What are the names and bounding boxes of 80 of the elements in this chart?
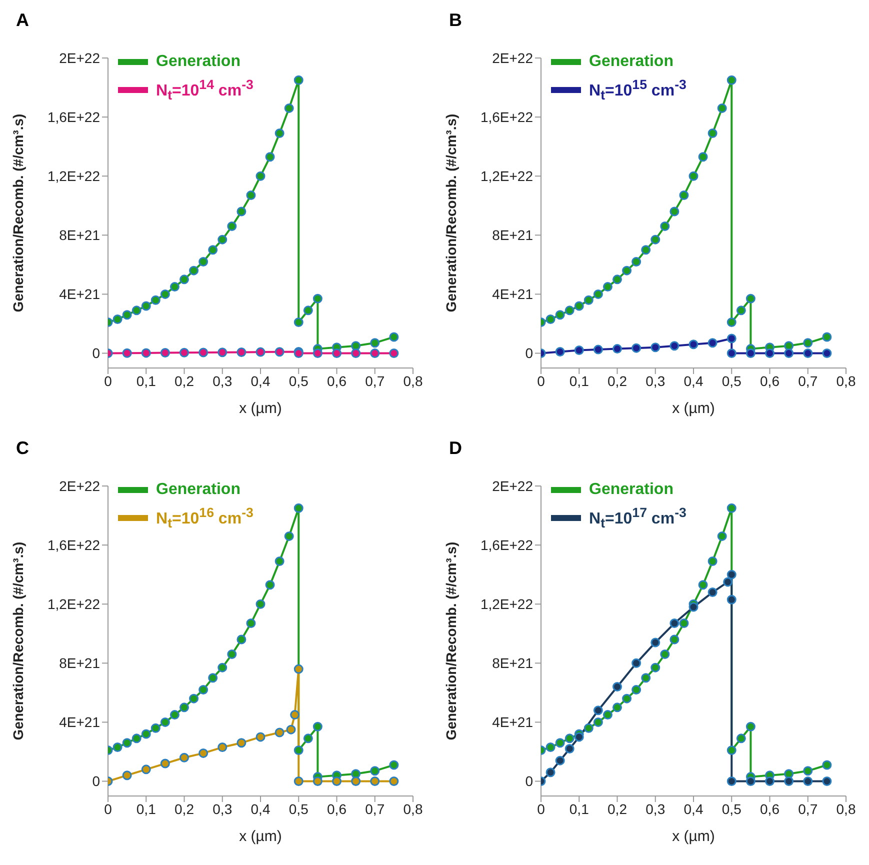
x-tick-label: 0,5	[722, 800, 742, 817]
y-tick-label: 4E+21	[59, 286, 100, 302]
x-tick-label: 0,5	[288, 372, 309, 389]
x-tick-label: 0,4	[684, 800, 704, 817]
x-tick-label: 0,1	[569, 372, 590, 389]
legend-label: Generation	[589, 53, 674, 71]
legend-label: N$_{t}$=10$^{15}$ cm$^{-3}$	[589, 77, 686, 103]
y-axis-title: Generation/Recomb. (#/cm³.s)	[442, 542, 459, 740]
y-tick-label: 4E+21	[492, 714, 534, 730]
x-tick-label: 0,8	[403, 372, 423, 389]
legend-label: N$_{t}$=10$^{17}$ cm$^{-3}$	[589, 505, 686, 531]
y-tick-label: 1,6E+22	[47, 109, 100, 126]
x-tick-label: 0,8	[836, 800, 856, 817]
x-tick-label: 0	[537, 372, 546, 389]
chart-title: D	[449, 438, 462, 459]
x-tick-label: 0,7	[365, 372, 385, 389]
y-tick-label: 0	[525, 345, 534, 362]
x-tick-label: 0,5	[722, 372, 742, 389]
x-tick-label: 0	[104, 372, 112, 389]
x-tick-label: 0,1	[136, 800, 156, 817]
legend-label: N$_{t}$=10$^{14}$ cm$^{-3}$	[156, 77, 254, 103]
y-tick-label: 8E+21	[492, 227, 534, 244]
x-tick-label: 0,2	[608, 800, 628, 817]
legend-label: Generation	[156, 53, 240, 71]
y-tick-label: 1,6E+22	[47, 537, 100, 554]
legend-label: Generation	[156, 481, 240, 499]
x-tick-label: 0,5	[288, 800, 309, 817]
x-tick-label: 0,7	[365, 800, 385, 817]
y-tick-label: 2E+22	[492, 50, 534, 66]
y-tick-label: 0	[92, 773, 100, 790]
x-axis-title: x (µm)	[239, 828, 282, 845]
x-tick-label: 0,1	[136, 372, 156, 389]
y-tick-label: 1,6E+22	[480, 537, 534, 554]
x-tick-label: 0,6	[760, 800, 780, 817]
y-axis-title: Generation/Recomb. (#/cm³.s)	[442, 114, 459, 312]
y-tick-label: 1,6E+22	[480, 109, 534, 126]
x-tick-label: 0,6	[760, 372, 780, 389]
chart-title: B	[449, 10, 462, 31]
x-tick-label: 0,2	[174, 372, 194, 389]
x-tick-label: 0,2	[608, 372, 628, 389]
y-tick-label: 0	[92, 345, 100, 362]
x-tick-label: 0,1	[569, 800, 590, 817]
x-tick-label: 0	[537, 800, 546, 817]
x-axis-title: x (µm)	[672, 828, 715, 845]
x-tick-label: 0,4	[684, 372, 704, 389]
x-tick-label: 0,8	[836, 372, 856, 389]
y-tick-label: 1,2E+22	[47, 596, 100, 612]
legend-label: N$_{t}$=10$^{16}$ cm$^{-3}$	[156, 505, 254, 531]
y-tick-label: 1,2E+22	[47, 168, 100, 184]
x-axis-title: x (µm)	[239, 400, 282, 417]
y-tick-label: 2E+22	[492, 478, 534, 494]
y-tick-label: 8E+21	[59, 655, 100, 672]
x-tick-label: 0,6	[327, 372, 347, 389]
y-tick-label: 4E+21	[492, 286, 534, 302]
y-tick-label: 1,2E+22	[480, 596, 534, 612]
x-tick-label: 0,6	[327, 800, 347, 817]
x-tick-label: 0,8	[403, 800, 423, 817]
x-axis-title: x (µm)	[672, 400, 715, 417]
y-tick-label: 1,2E+22	[480, 168, 534, 184]
y-tick-label: 8E+21	[59, 227, 100, 244]
y-tick-label: 2E+22	[59, 50, 100, 66]
y-tick-label: 8E+21	[492, 655, 534, 672]
y-tick-label: 0	[525, 773, 534, 790]
x-tick-label: 0,3	[212, 372, 232, 389]
y-axis-title: Generation/Recomb. (#/cm³.s)	[10, 542, 26, 740]
x-tick-label: 0,7	[798, 372, 818, 389]
x-tick-label: 0,7	[798, 800, 818, 817]
chart-title: A	[16, 10, 29, 31]
y-tick-label: 2E+22	[59, 478, 100, 494]
legend-label: Generation	[589, 481, 674, 499]
x-tick-label: 0,3	[646, 800, 666, 817]
x-tick-label: 0,3	[646, 372, 666, 389]
x-tick-label: 0,2	[174, 800, 194, 817]
y-axis-title: Generation/Recomb. (#/cm³.s)	[10, 114, 26, 312]
x-tick-label: 0,4	[250, 372, 270, 389]
x-tick-label: 0	[104, 800, 112, 817]
chart-title: C	[16, 438, 29, 459]
y-tick-label: 4E+21	[59, 714, 100, 730]
x-tick-label: 0,3	[212, 800, 232, 817]
x-tick-label: 0,4	[250, 800, 270, 817]
